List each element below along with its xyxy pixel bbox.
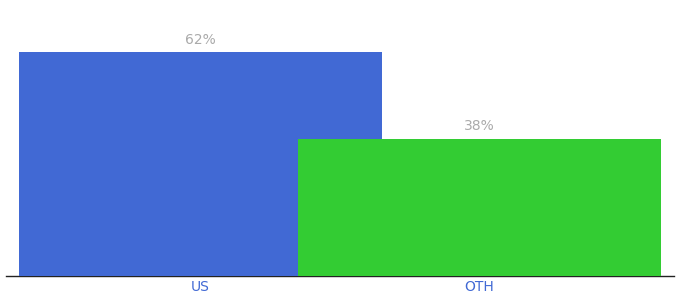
Text: 62%: 62% [185, 33, 216, 47]
Text: 38%: 38% [464, 119, 495, 134]
Bar [299, 139, 660, 276]
Bar [20, 52, 381, 276]
